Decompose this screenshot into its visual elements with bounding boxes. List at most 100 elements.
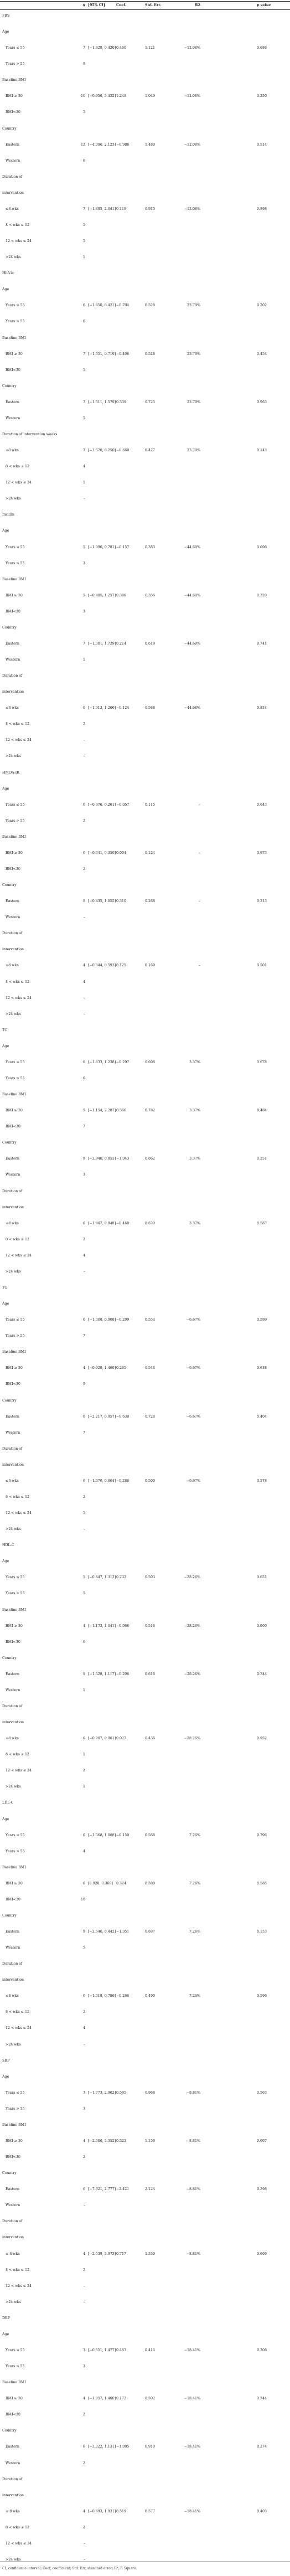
row-r2: 23.79% bbox=[187, 400, 200, 404]
level-label: ≤8 wks bbox=[6, 706, 19, 710]
row-p-value: 0.563 bbox=[257, 2091, 267, 2095]
row-n: 4 bbox=[82, 2252, 85, 2256]
row-std-err: 0.580 bbox=[145, 1882, 156, 1885]
row-n: – bbox=[83, 497, 85, 501]
row-std-err: 0.698 bbox=[145, 1060, 156, 1064]
row-r2: −12.08% bbox=[184, 143, 200, 147]
outcome-label: HMOA-IR bbox=[2, 771, 20, 775]
row-n: 9 bbox=[82, 1157, 85, 1161]
row-coef: 0.463 bbox=[116, 2348, 127, 2352]
level-label: BMI ≥ 30 bbox=[6, 594, 23, 597]
row-std-err: 0.862 bbox=[145, 1157, 156, 1161]
row-n: 2 bbox=[82, 2413, 85, 2417]
covariate-label: Country bbox=[2, 1656, 17, 1660]
level-label: 12 < wks ≤ 24 bbox=[6, 2284, 32, 2288]
row-coef: −0.297 bbox=[116, 1060, 130, 1064]
level-label: BMI<30 bbox=[6, 368, 20, 372]
row-p-value: 0.900 bbox=[257, 1624, 267, 1628]
row-n: 6 bbox=[82, 1737, 85, 1740]
level-label: Western bbox=[6, 2203, 20, 2207]
row-n: 7 bbox=[82, 352, 85, 356]
covariate-label: intervention bbox=[2, 1463, 24, 1467]
level-label: 8 < wks ≤ 12 bbox=[6, 2268, 30, 2272]
row-std-err: 0.502 bbox=[145, 2397, 156, 2400]
covariate-label: Baseline BMI bbox=[2, 1093, 26, 1096]
level-label: Years > 55 bbox=[6, 819, 25, 823]
row-n: 3 bbox=[82, 610, 85, 614]
row-std-err: 0.968 bbox=[145, 2091, 156, 2095]
row-n: – bbox=[83, 996, 85, 1000]
row-r2: −6.67% bbox=[186, 1479, 200, 1483]
row-n: 6 bbox=[82, 159, 85, 163]
level-label: 8 < wks ≤ 12 bbox=[6, 1238, 30, 1241]
level-label: >24 wks bbox=[6, 255, 21, 259]
row-n: 4 bbox=[82, 2026, 85, 2030]
level-label: 12 < wks ≤ 24 bbox=[6, 1254, 32, 1258]
row-n: – bbox=[83, 2203, 85, 2207]
row-ci: [−0.907, 0.961] bbox=[88, 1737, 116, 1740]
outcome-label: DBP bbox=[2, 2316, 10, 2320]
row-ci: [−4.096, 2.123] bbox=[88, 143, 116, 147]
level-label: Years ≤ 55 bbox=[6, 1833, 25, 1837]
level-label: Western bbox=[6, 1688, 20, 1692]
level-label: BMI<30 bbox=[6, 867, 20, 871]
row-p-value: 0.404 bbox=[257, 1415, 267, 1419]
row-p-value: 0.834 bbox=[257, 706, 267, 710]
covariate-label: Country bbox=[2, 384, 17, 388]
row-p-value: 0.298 bbox=[257, 2187, 267, 2191]
row-p-value: 0.963 bbox=[257, 400, 267, 404]
row-std-err: 0.528 bbox=[145, 352, 156, 356]
row-coef: 0.339 bbox=[116, 400, 127, 404]
covariate-label: Duration of bbox=[2, 1704, 23, 1708]
row-p-value: 0.796 bbox=[257, 1833, 267, 1837]
level-label: 8 < wks ≤ 12 bbox=[6, 980, 30, 984]
level-label: >24 wks bbox=[6, 2300, 21, 2304]
row-r2: −12.08% bbox=[184, 94, 200, 98]
row-n: 4 bbox=[82, 1849, 85, 1853]
level-label: Years > 55 bbox=[6, 1076, 25, 1080]
header-n: n bbox=[82, 3, 85, 7]
level-label: BMI<30 bbox=[6, 110, 20, 114]
row-p-value: 0.403 bbox=[257, 2510, 267, 2513]
outcome-label: HDL-C bbox=[2, 1543, 14, 1547]
row-ci: [−0.956, 3.452] bbox=[88, 94, 116, 98]
row-p-value: 0.744 bbox=[257, 1672, 267, 1676]
row-p-value: 0.696 bbox=[257, 545, 267, 549]
covariate-label: Baseline BMI bbox=[2, 336, 26, 340]
row-n: 3 bbox=[82, 561, 85, 565]
row-std-err: 0.639 bbox=[145, 1222, 156, 1225]
row-std-err: 0.577 bbox=[145, 2510, 156, 2513]
level-label: BMI ≥ 30 bbox=[6, 94, 23, 98]
row-n: 6 bbox=[82, 1222, 85, 1225]
level-label: Years > 55 bbox=[6, 320, 25, 323]
row-std-err: 0.725 bbox=[145, 400, 156, 404]
row-n: 1 bbox=[82, 1753, 85, 1756]
row-n: 4 bbox=[82, 2510, 85, 2513]
row-r2: 7.26% bbox=[189, 1930, 200, 1934]
row-ci: [−0.435, 1.055] bbox=[88, 899, 116, 903]
row-std-err: 0.619 bbox=[145, 642, 156, 646]
level-label: Eastern bbox=[6, 2187, 19, 2191]
row-p-value: 0.643 bbox=[257, 803, 267, 807]
level-label: Eastern bbox=[6, 400, 19, 404]
level-label: >24 wks bbox=[6, 1785, 21, 1789]
level-label: >24 wks bbox=[6, 2043, 21, 2047]
row-n: – bbox=[83, 915, 85, 919]
row-p-value: 0.667 bbox=[257, 2139, 267, 2143]
row-n: 3 bbox=[82, 2348, 85, 2352]
row-coef: −2.421 bbox=[116, 2187, 130, 2191]
level-label: >24 wks bbox=[6, 1527, 21, 1531]
row-n: 6 bbox=[82, 706, 85, 710]
row-ci: [−1.376, 0.804] bbox=[88, 1479, 116, 1483]
covariate-label: Country bbox=[2, 1914, 17, 1918]
row-ci: [−1.154, 2.287] bbox=[88, 1109, 116, 1112]
outcome-label: Insulin bbox=[2, 513, 14, 517]
level-label: ≤8 wks bbox=[6, 1994, 19, 1998]
row-p-value: 0.143 bbox=[257, 449, 267, 452]
row-coef: 0.125 bbox=[116, 964, 127, 967]
row-r2: −12.08% bbox=[184, 46, 200, 50]
row-n: 5 bbox=[82, 1591, 85, 1595]
level-label: Eastern bbox=[6, 143, 19, 147]
level-label: Eastern bbox=[6, 642, 19, 646]
level-label: 8 < wks ≤ 12 bbox=[6, 1753, 30, 1756]
